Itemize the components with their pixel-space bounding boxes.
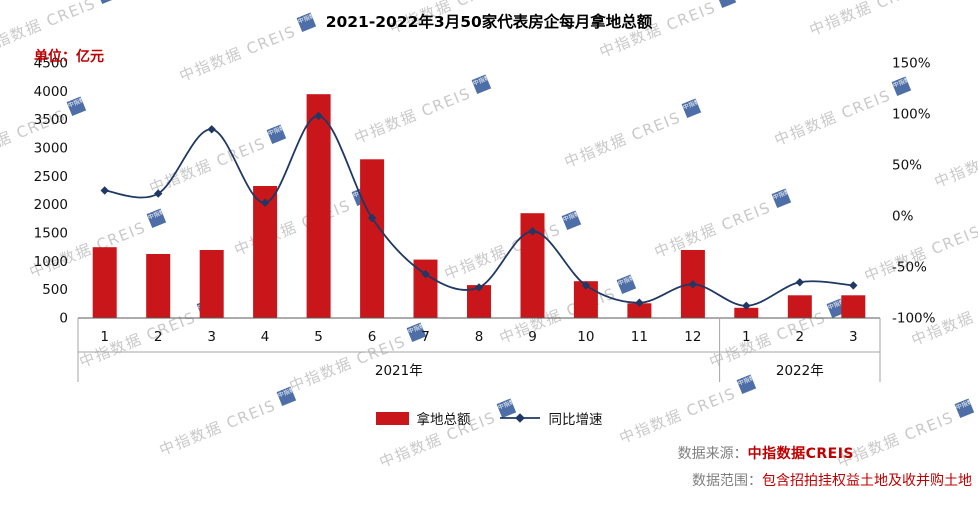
bar-series-swatch xyxy=(375,411,409,425)
right-axis-tick: 50% xyxy=(892,158,922,174)
yoy-marker-15 xyxy=(849,281,858,290)
left-axis-tick: 3000 xyxy=(34,141,68,157)
yoy-marker-6 xyxy=(367,213,377,223)
right-axis-tick: -100% xyxy=(892,311,936,327)
left-axis-tick: 4000 xyxy=(34,84,68,100)
scope-value: 包含招拍挂权益土地及收并购土地 xyxy=(762,473,972,489)
left-axis-tick: 3500 xyxy=(34,112,68,128)
month-label: 6 xyxy=(368,329,377,345)
right-axis-tick: -50% xyxy=(892,260,927,276)
left-axis-tick: 4500 xyxy=(34,56,68,72)
left-axis-tick: 2500 xyxy=(34,169,68,185)
line-series-swatch xyxy=(499,413,540,423)
yoy-marker-3 xyxy=(207,125,216,134)
source-label: 数据来源： xyxy=(677,446,748,462)
left-axis-tick: 1500 xyxy=(34,226,68,242)
right-axis-tick: 150% xyxy=(892,56,931,72)
yoy-marker-12 xyxy=(688,280,698,289)
bar-1 xyxy=(92,247,117,318)
month-label: 10 xyxy=(577,329,594,345)
month-label: 5 xyxy=(314,329,323,345)
month-label: 2 xyxy=(154,329,163,345)
legend-label-line: 同比增速 xyxy=(548,412,603,428)
yoy-marker-1 xyxy=(100,186,109,195)
data-scope-line: 数据范围：包含招拍挂权益土地及收并购土地 xyxy=(678,468,972,495)
legend-label-bar: 拿地总额 xyxy=(416,412,471,428)
month-label: 1 xyxy=(100,329,109,345)
yoy-marker-9 xyxy=(528,227,537,236)
yoy-marker-7 xyxy=(421,269,430,279)
bar-4 xyxy=(253,186,278,318)
bar-15 xyxy=(841,295,866,318)
unit-label: 单位：亿元 xyxy=(34,49,104,65)
month-label: 1 xyxy=(742,329,751,345)
bar-13 xyxy=(734,307,759,318)
left-axis-tick: 1000 xyxy=(34,254,68,270)
left-axis-tick: 2000 xyxy=(34,197,68,213)
scope-label: 数据范围： xyxy=(692,473,762,489)
month-label: 7 xyxy=(421,329,430,345)
right-axis-tick: 0% xyxy=(892,209,914,225)
month-label: 12 xyxy=(684,329,701,345)
month-label: 3 xyxy=(849,329,858,345)
month-label: 3 xyxy=(207,329,216,345)
legend: 拿地总额 同比增速 xyxy=(0,408,978,428)
bar-11 xyxy=(627,303,652,318)
yoy-marker-14 xyxy=(795,278,804,287)
right-axis-tick: 100% xyxy=(892,107,931,123)
left-axis-tick: 500 xyxy=(42,282,68,298)
footer-source: 数据来源：中指数据CREIS 数据范围：包含招拍挂权益土地及收并购土地 xyxy=(678,441,972,495)
yoy-growth-line xyxy=(104,115,854,307)
month-label: 4 xyxy=(261,329,270,345)
yoy-marker-10 xyxy=(581,281,591,290)
bar-6 xyxy=(360,159,385,318)
yoy-marker-2 xyxy=(154,189,163,198)
yoy-marker-8 xyxy=(474,283,484,292)
legend-item-bar: 拿地总额 xyxy=(375,408,471,428)
data-source-line: 数据来源：中指数据CREIS xyxy=(678,441,854,468)
year-label: 2022年 xyxy=(776,363,824,379)
month-label: 2 xyxy=(796,329,805,345)
yoy-marker-13 xyxy=(742,301,751,310)
month-label: 9 xyxy=(528,329,537,345)
bar-14 xyxy=(787,295,812,318)
month-label: 11 xyxy=(631,329,648,345)
month-label: 8 xyxy=(475,329,484,345)
yoy-marker-11 xyxy=(635,298,644,307)
yoy-marker-5 xyxy=(314,111,323,121)
bar-5 xyxy=(306,94,331,318)
left-axis-tick: 0 xyxy=(59,311,68,327)
year-label: 2021年 xyxy=(375,363,423,379)
combo-chart: 0 500 1000 1500 2000 2500 3000 3500 4000 4500 -100… xyxy=(34,56,936,382)
legend-item-line: 同比增速 xyxy=(499,408,603,428)
bar-2 xyxy=(146,254,171,318)
source-value: 中指数据CREIS xyxy=(747,446,854,462)
yoy-marker-4 xyxy=(260,198,270,207)
chart-title: 2021-2022年3月50家代表房企每月拿地总额 xyxy=(325,13,653,31)
bar-3 xyxy=(199,250,224,318)
